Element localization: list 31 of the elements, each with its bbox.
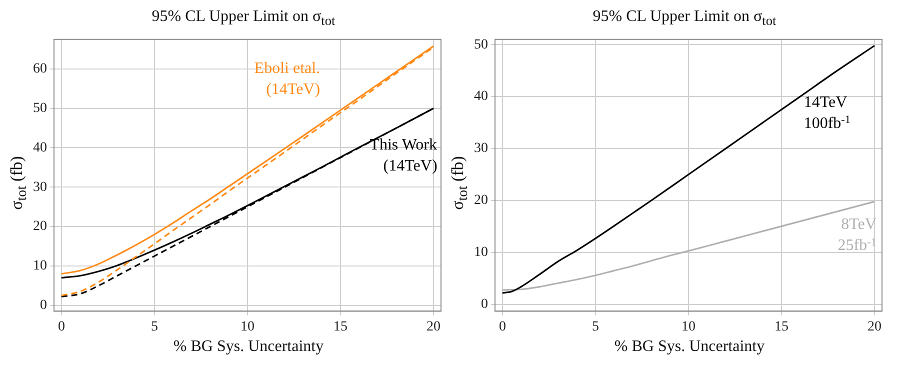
line-series <box>502 200 876 291</box>
x-tick-label: 20 <box>868 319 882 334</box>
x-tick-label: 10 <box>682 319 696 334</box>
chart-title: 95% CL Upper Limit on σ$_{tot}$ <box>592 8 778 28</box>
x-tick-label: 15 <box>334 319 348 334</box>
y-tick-label: 20 <box>474 193 488 208</box>
y-tick-label: 40 <box>474 89 488 104</box>
line-series <box>502 44 876 294</box>
y-tick-label: 0 <box>481 297 488 312</box>
y-tick-label: 50 <box>474 37 488 52</box>
y-tick-label: 30 <box>474 141 488 156</box>
x-tick-label: 0 <box>58 319 65 334</box>
y-tick-label: 20 <box>33 219 47 234</box>
y-tick-label: 50 <box>33 101 47 116</box>
x-tick-label: 15 <box>774 319 789 334</box>
y-tick-label: 60 <box>33 62 47 77</box>
x-axis-title: % BG Sys. Uncertainty <box>613 338 766 356</box>
series-label: Eboli etal. (14TeV) <box>254 60 320 98</box>
x-tick-label: 5 <box>592 319 599 334</box>
x-axis-title: % BG Sys. Uncertainty <box>172 338 325 356</box>
y-tick-label: 40 <box>33 140 47 156</box>
x-tick-label: 10 <box>240 319 254 334</box>
y-tick-label: 10 <box>33 258 47 274</box>
chart-title: 95% CL Upper Limit on σ$_{tot}$ <box>150 8 336 28</box>
x-tick-label: 5 <box>150 319 158 334</box>
y-tick-label: 10 <box>474 245 488 260</box>
y-tick-label: 0 <box>40 298 47 313</box>
x-tick-label: 20 <box>426 319 441 334</box>
x-tick-label: 0 <box>498 319 506 334</box>
y-tick-label: 30 <box>33 180 47 195</box>
series-label: This Work (14TeV) <box>370 136 438 175</box>
